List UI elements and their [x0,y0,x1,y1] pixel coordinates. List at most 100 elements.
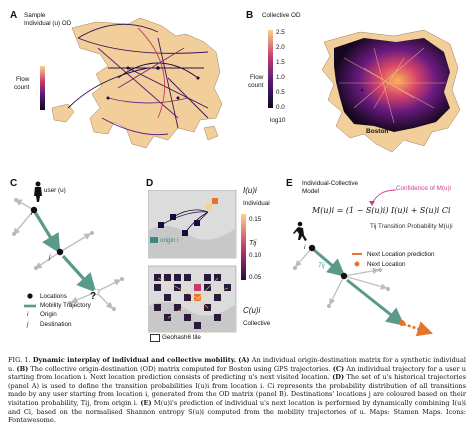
individual-od-map [40,17,223,149]
caption-e-text: M(u)i's prediction of individual u's nex… [8,398,466,425]
cbar-tick: 0.0 [276,104,285,111]
tij-tick: 0.05 [249,274,262,281]
trajectory-locations [30,206,64,256]
cbar-tick: 2.0 [276,44,285,51]
individual-links [160,209,209,234]
caption-a: (A) [238,356,250,364]
caption-a-text: An individual origin-destination matrix … [8,356,466,373]
panel-d-letter: D [146,178,154,189]
alternative-paths [13,199,122,309]
model-location-i [308,244,316,252]
other-locations [12,198,124,311]
individual-label: Individual [243,200,270,207]
confidence-label: Confidence of M(u)i [396,185,451,192]
model-location-j [340,272,348,280]
tij-tick: 0.15 [249,216,262,223]
boston-marker [360,88,364,92]
confidence-arrow [369,189,397,206]
legend-next-location-icon [354,261,360,267]
geohash-maps [148,190,237,333]
panel-b-cbar-label-1: Flow [250,74,264,81]
node-j-label: j [49,254,51,261]
collective-label: Collective [243,320,271,327]
panel-b-colorbar [268,30,273,108]
panel-a-flows [67,23,209,136]
panel-c-letter: C [10,178,18,189]
panel-a-colorbar [40,66,45,110]
panel-e-letter: E [286,178,293,189]
panel-a-cbar-label-1: Flow [16,76,30,83]
caption-fig: FIG. 1. [8,356,31,364]
model-trajectory [313,248,346,277]
legend-i-symbol: i [27,311,29,318]
predicted-location [399,320,405,326]
transition-label: Tij Transition Probability M(u)i [370,223,453,230]
legend-symbols [24,293,36,308]
legend-mobility-trajectory: Mobility Trajectory [40,302,91,309]
unknown-next-location [92,288,100,296]
individual-i-label: I(u)i [243,186,257,195]
model-other-locations [293,266,390,308]
panel-b-cbar-label-2: count [248,82,264,89]
panel-a-title-2: Individual (u) OD [24,20,72,27]
caption-d-text: The set of u's historical trajectories (… [8,373,466,407]
cbar-tick: 0.5 [276,89,285,96]
cbar-tick: 1.5 [276,59,285,66]
next-location-label: Next Location [367,261,406,268]
caption-e: (E) [140,398,152,407]
figure-caption: FIG. 1. Dynamic interplay of individual … [8,356,466,425]
log-label: log10 [270,117,286,124]
origin-label: origin i [160,237,179,244]
legend-dot-icon [27,293,33,299]
legend-destination: Destination [40,321,72,328]
legend-locations: Locations [40,293,67,300]
model-alternative-paths [295,247,388,306]
panel-a-land [51,17,223,149]
walker-icon [293,221,307,241]
collective-c-label: C(u)i [243,306,261,315]
caption-b: (B) [16,364,29,373]
tij-colorbar [241,214,246,280]
collective-map-water [148,301,236,332]
panel-a-nodes [106,66,200,100]
model-diagram [293,221,433,337]
question-mark: ? [90,291,97,302]
origin-swatch [150,237,158,243]
panel-b-flows [339,47,446,124]
legend-origin: Origin [40,311,57,318]
caption-title: Dynamic interplay of individual and coll… [32,356,237,364]
next-location-prediction-label: Next Location prediction [367,251,435,258]
user-icon [34,181,42,202]
caption-d: (D) [332,373,345,382]
panel-e-title-2: Model [302,188,320,195]
panel-b-letter: B [246,10,254,21]
caption-b-text: The collective origin-destination (OD) m… [30,364,331,373]
tij-label: Tij [249,240,257,247]
panel-a-letter: A [10,10,18,21]
legend-j-symbol: j [27,321,29,328]
panel-a-title-1: Sample [24,12,46,19]
geohash-label: Geohash6 tile [162,334,201,341]
geohash-tile-icon [150,334,160,342]
model-node-i: i [304,244,306,251]
tij-tick: 0.10 [249,252,262,259]
trajectory-diagram [12,181,124,311]
model-trajectory-2 [346,278,405,326]
mobility-trajectory [33,211,97,293]
model-formula: M(u)i = (1 − S(u)i) I(u)i + S(u)i Ci [312,206,451,215]
panel-a-cbar-label-2: count [14,84,30,91]
boston-label: Boston [366,128,389,135]
cbar-tick: 1.0 [276,74,285,81]
collective-links [157,277,229,319]
cbar-tick: 2.5 [276,29,285,36]
prediction-arrow [402,321,433,337]
panel-e-title-1: Individual-Collective [302,180,358,187]
panel-b-title: Collective OD [262,12,301,19]
caption-c: (C) [332,364,345,373]
model-tij: Tij [318,262,325,269]
individual-map-water [148,225,236,258]
user-label: user (u) [44,187,66,194]
caption-c-text: An individual trajectory for a user u st… [8,364,466,382]
node-i-label: i [31,210,33,217]
collective-od-map [268,29,461,153]
